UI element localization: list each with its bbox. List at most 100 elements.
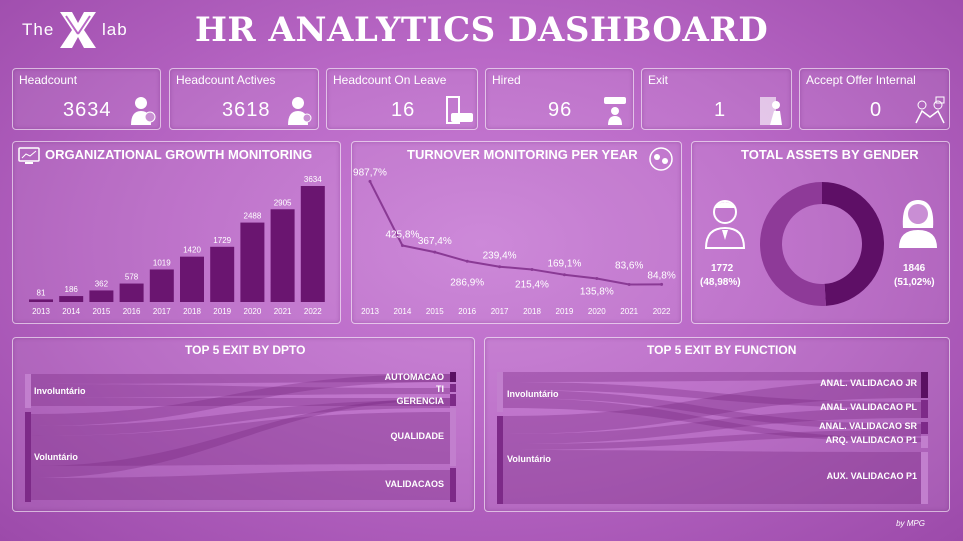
kpi-label: Exit <box>648 73 669 87</box>
turnover-point[interactable] <box>368 179 372 183</box>
sankey-target-label: GERENCIA <box>396 396 444 406</box>
sankey-node-ti <box>450 384 456 392</box>
growth-data-label: 3634 <box>304 175 322 184</box>
kpi-label: Accept Offer Internal <box>806 73 916 87</box>
turnover-data-label: 239,4% <box>483 251 517 262</box>
gender-slice-female[interactable] <box>760 182 826 306</box>
exit-function-sankey <box>497 372 928 504</box>
growth-x-tick: 2015 <box>93 307 111 316</box>
female-avatar-icon <box>899 200 937 248</box>
turnover-data-label: 367,4% <box>418 236 452 247</box>
exit-person-icon <box>760 97 782 125</box>
growth-data-label: 81 <box>37 288 46 297</box>
turnover-panel: TURNOVER MONITORING PER YEAR 987,7% 2013 4… <box>351 141 682 324</box>
kpi-label: Headcount Actives <box>176 73 276 87</box>
kpi-card-hired[interactable]: Hired 96 <box>485 68 634 130</box>
kpi-card-headcount[interactable]: Headcount 3634 <box>12 68 161 130</box>
sankey-node-involuntario <box>25 374 31 408</box>
male-count: 1772 <box>711 263 734 274</box>
sankey-node-anal-jr <box>921 372 928 398</box>
turnover-title: TURNOVER MONITORING PER YEAR <box>407 147 638 162</box>
growth-x-tick: 2017 <box>153 307 171 316</box>
turnover-data-label: 215,4% <box>515 279 549 290</box>
sankey-target-label: ANAL. VALIDACAO JR <box>820 378 917 388</box>
turnover-data-label: 83,6% <box>615 260 643 271</box>
sankey-target-label: ARQ. VALIDACAO P1 <box>825 435 917 445</box>
sankey-target-label: ANAL. VALIDACAO PL <box>820 402 917 412</box>
growth-bar[interactable] <box>119 283 144 302</box>
turnover-x-tick: 2014 <box>394 307 412 316</box>
growth-bar[interactable] <box>59 296 84 302</box>
sankey-source-label: Voluntário <box>507 454 551 464</box>
kpi-value: 3634 <box>63 99 112 121</box>
growth-bar[interactable] <box>180 256 204 302</box>
employee-badge-icon <box>131 97 156 125</box>
turnover-point[interactable] <box>465 259 469 263</box>
female-count: 1846 <box>903 263 926 274</box>
sankey-node-qualidade <box>450 408 456 466</box>
kpi-card-on-leave[interactable]: Headcount On Leave 16 <box>326 68 478 130</box>
gender-panel: TOTAL ASSETS BY GENDER 1772 (48,98%) 184… <box>691 141 950 324</box>
turnover-x-tick: 2020 <box>588 307 606 316</box>
kpi-value: 3618 <box>222 99 271 121</box>
growth-data-label: 2905 <box>274 198 292 207</box>
turnover-point[interactable] <box>660 282 664 286</box>
monitor-chart-icon <box>18 147 40 164</box>
growth-bar[interactable] <box>29 299 53 302</box>
turnover-x-tick: 2013 <box>361 307 379 316</box>
sankey-node-arq-p1 <box>921 436 928 448</box>
kpi-value: 1 <box>714 99 727 121</box>
kpi-card-accept-offer[interactable]: Accept Offer Internal 0 <box>799 68 950 130</box>
sankey-target-label: AUTOMACAO <box>384 372 444 382</box>
logo-text-the: The <box>22 20 55 39</box>
growth-x-tick: 2020 <box>244 307 262 316</box>
gender-slice-male[interactable] <box>822 182 885 306</box>
exit-dpto-panel: TOP 5 EXIT BY DPTO Involuntário Voluntár… <box>12 337 475 512</box>
growth-bar[interactable] <box>149 269 174 302</box>
kpi-card-exit[interactable]: Exit 1 <box>641 68 792 130</box>
exit-door-icon <box>446 96 473 124</box>
growth-data-label: 2488 <box>244 212 262 221</box>
sankey-source-label: Involuntário <box>507 389 559 399</box>
sankey-target-label: ANAL. VALIDACAO SR <box>819 421 917 431</box>
turnover-data-label: 425,8% <box>385 229 419 240</box>
turnover-point[interactable] <box>530 267 534 271</box>
growth-bar[interactable] <box>240 222 265 302</box>
growth-title: ORGANIZATIONAL GROWTH MONITORING <box>45 147 313 162</box>
sankey-source-label: Voluntário <box>34 452 78 462</box>
turnover-point[interactable] <box>562 273 566 277</box>
turnover-x-tick: 2015 <box>426 307 444 316</box>
kpi-card-headcount-actives[interactable]: Headcount Actives 3618 <box>169 68 319 130</box>
exit-dpto-sankey <box>25 372 456 502</box>
sankey-target-label: QUALIDADE <box>390 431 445 441</box>
turnover-data-label: 135,8% <box>580 287 614 298</box>
exit-function-title: TOP 5 EXIT BY FUNCTION <box>647 343 797 357</box>
sankey-node-gerencia <box>450 394 456 406</box>
kpi-value: 0 <box>870 99 883 121</box>
growth-bar[interactable] <box>270 209 295 302</box>
growth-bar[interactable] <box>89 290 114 302</box>
kpi-label: Hired <box>492 73 521 87</box>
sankey-node-voluntario <box>497 416 503 504</box>
kpi-value: 96 <box>548 99 573 121</box>
turnover-point[interactable] <box>627 282 631 286</box>
turnover-data-label: 286,9% <box>450 277 484 288</box>
sankey-target-label: AUX. VALIDACAO P1 <box>826 471 917 481</box>
sankey-node-voluntario <box>25 412 31 502</box>
growth-data-label: 362 <box>95 279 109 288</box>
growth-x-tick: 2021 <box>274 307 292 316</box>
growth-x-tick: 2019 <box>213 307 231 316</box>
turnover-point[interactable] <box>433 250 437 254</box>
growth-data-label: 578 <box>125 273 139 282</box>
growth-bar[interactable] <box>300 186 325 302</box>
growth-data-label: 186 <box>65 285 79 294</box>
female-percent: (51,02%) <box>894 277 935 288</box>
turnover-point[interactable] <box>400 243 404 247</box>
employee-icon <box>288 97 312 125</box>
growth-data-label: 1420 <box>183 246 201 255</box>
turnover-point[interactable] <box>595 277 599 281</box>
growth-x-tick: 2022 <box>304 307 322 316</box>
growth-bar-chart: 81 2013 186 2014 362 2015 578 2016 1019 2017 1420 2… <box>29 175 325 316</box>
turnover-point[interactable] <box>498 265 502 269</box>
growth-bar[interactable] <box>210 246 235 302</box>
